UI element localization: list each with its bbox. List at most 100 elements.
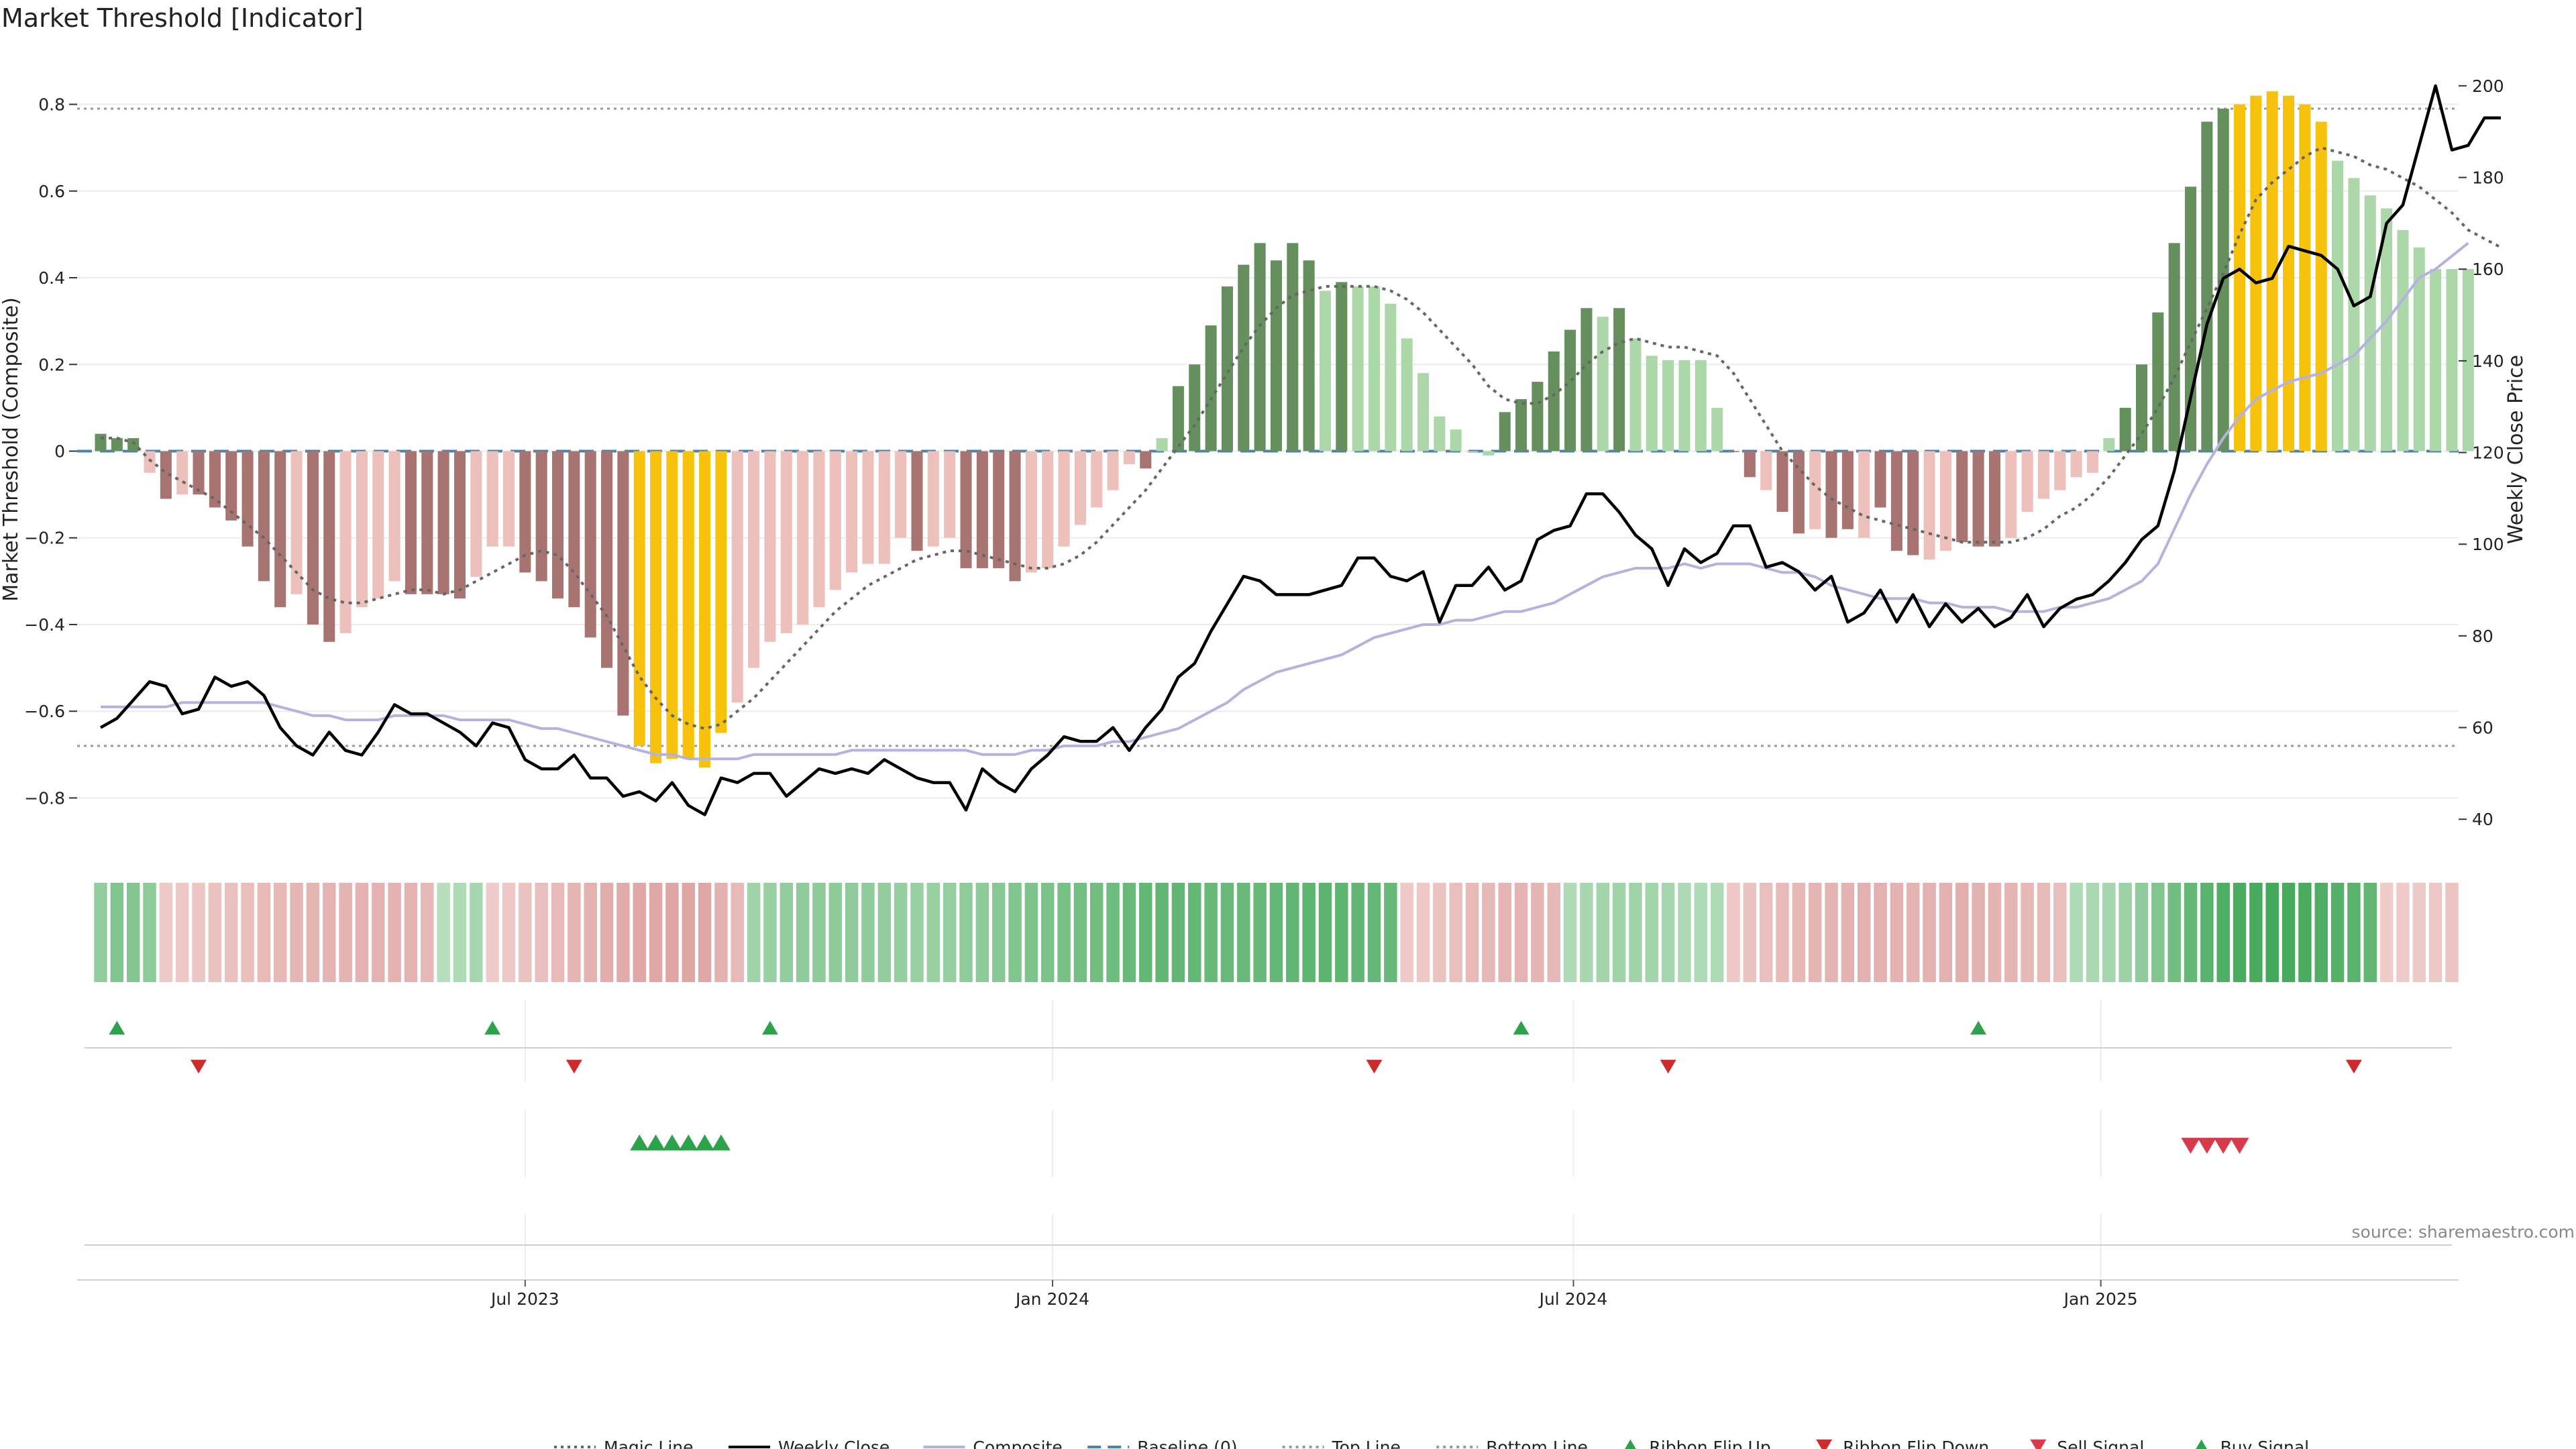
ribbon-cell (1040, 883, 1055, 982)
composite-bar (699, 451, 711, 768)
ribbon-cell (1710, 883, 1724, 982)
composite-bar (2119, 407, 2131, 451)
ribbon-cell (845, 883, 859, 982)
ribbon-cell (1155, 883, 1169, 982)
composite-bar (2168, 243, 2180, 451)
ribbon-cell (323, 883, 336, 982)
ribbon-flip-up-marker (1970, 1020, 1987, 1035)
ribbon-cell (1890, 883, 1904, 982)
ribbon-cell (421, 883, 434, 982)
composite-bar (2430, 269, 2442, 451)
composite-bar (1466, 451, 1479, 452)
ribbon-cell (2282, 883, 2296, 982)
ribbon-cell (1792, 883, 1806, 982)
ribbon-cell (828, 883, 843, 982)
composite-bar (2397, 229, 2409, 451)
composite-bar (1074, 451, 1086, 525)
y-tick-label: −0.8 (24, 788, 65, 808)
composite-bar (470, 451, 482, 577)
ribbon-cell (568, 883, 581, 982)
composite-bar (568, 451, 580, 608)
legend-label: Magic Line (604, 1438, 694, 1449)
ribbon-cell (780, 883, 794, 982)
composite-bar (1776, 451, 1788, 512)
composite-bar (1042, 451, 1054, 568)
ribbon-cell (1008, 883, 1022, 982)
sell-signal-marker (2230, 1138, 2249, 1154)
composite-bar (2462, 269, 2474, 451)
composite-bar (1874, 451, 1886, 508)
ribbon-cell (1482, 883, 1495, 982)
ribbon-cell (1090, 883, 1104, 982)
composite-bar (1319, 290, 1332, 451)
ribbon-cell (2135, 883, 2149, 982)
ribbon-cell (1857, 883, 1871, 982)
composite-bar (2266, 91, 2278, 451)
ribbon-cell (1367, 883, 1381, 982)
y2-tick-label: 60 (2472, 718, 2493, 738)
legend-label: Ribbon Flip Up (1649, 1438, 1770, 1449)
composite-bar (1695, 360, 1707, 451)
ribbon-cell (2037, 883, 2051, 982)
y2-tick-label: 140 (2472, 352, 2504, 371)
ribbon-cell (2070, 883, 2083, 982)
buy-signal-marker (646, 1134, 665, 1150)
ribbon-cell (1563, 883, 1577, 982)
ribbon-strip (94, 883, 2459, 982)
y-tick-label: 0.6 (38, 182, 65, 201)
ribbon-cell (2347, 883, 2361, 982)
ribbon-cell (339, 883, 352, 982)
composite-bar (2364, 195, 2376, 451)
sell-signal-marker (2214, 1138, 2233, 1154)
chart-title: Market Threshold [Indicator] (1, 3, 364, 33)
ribbon-cell (551, 883, 565, 982)
ribbon-cell (1057, 883, 1071, 982)
ribbon-cell (1122, 883, 1136, 982)
ribbon-cell (2445, 883, 2459, 982)
composite-bar (1221, 286, 1233, 451)
buy-signal-marker (711, 1134, 731, 1150)
composite-bar (1434, 416, 1446, 451)
composite-bar (1515, 398, 1527, 451)
ribbon-cell (1580, 883, 1593, 982)
composite-bar (421, 451, 433, 594)
y-axis-label: Market Threshold (Composite) (0, 297, 23, 602)
x-tick-label: Jan 2025 (2063, 1289, 2138, 1309)
ribbon-cell (2330, 883, 2345, 982)
buy-signal-marker (630, 1134, 649, 1150)
ribbon-cell (2086, 883, 2100, 982)
composite-bar (1336, 282, 1348, 451)
y-tick-label: 0.8 (38, 95, 65, 115)
composite-bar (666, 451, 678, 759)
ribbon-cell (2298, 883, 2312, 982)
composite-bar (1254, 243, 1266, 451)
ribbon-cell (910, 883, 924, 982)
ribbon-cell (126, 883, 140, 982)
composite-bar (911, 451, 923, 551)
y2-tick-label: 200 (2472, 76, 2504, 96)
ribbon-flip-panel (85, 1000, 2452, 1081)
composite-bar (1597, 317, 1609, 451)
composite-bar (2332, 160, 2344, 451)
ribbon-cell (1024, 883, 1038, 982)
composite-bar (1287, 243, 1299, 451)
composite-bar (127, 438, 140, 451)
ribbon-cell (1694, 883, 1708, 982)
composite-bar (829, 451, 841, 590)
y-tick-label: 0.2 (38, 355, 65, 374)
y2-tick-label: 120 (2472, 443, 2504, 463)
ribbon-cell (731, 883, 744, 982)
ribbon-cell (796, 883, 810, 982)
y-tick-label: 0 (54, 442, 65, 462)
ribbon-cell (2412, 883, 2426, 982)
ribbon-cell (1351, 883, 1364, 982)
ribbon-cell (1596, 883, 1610, 982)
ribbon-cell (698, 883, 712, 982)
composite-bar (1417, 373, 1430, 451)
ribbon-cell (1514, 883, 1528, 982)
ribbon-cell (1612, 883, 1626, 982)
composite-bar (258, 451, 270, 582)
composite-bar (617, 451, 629, 716)
composite-bar (2135, 364, 2148, 451)
